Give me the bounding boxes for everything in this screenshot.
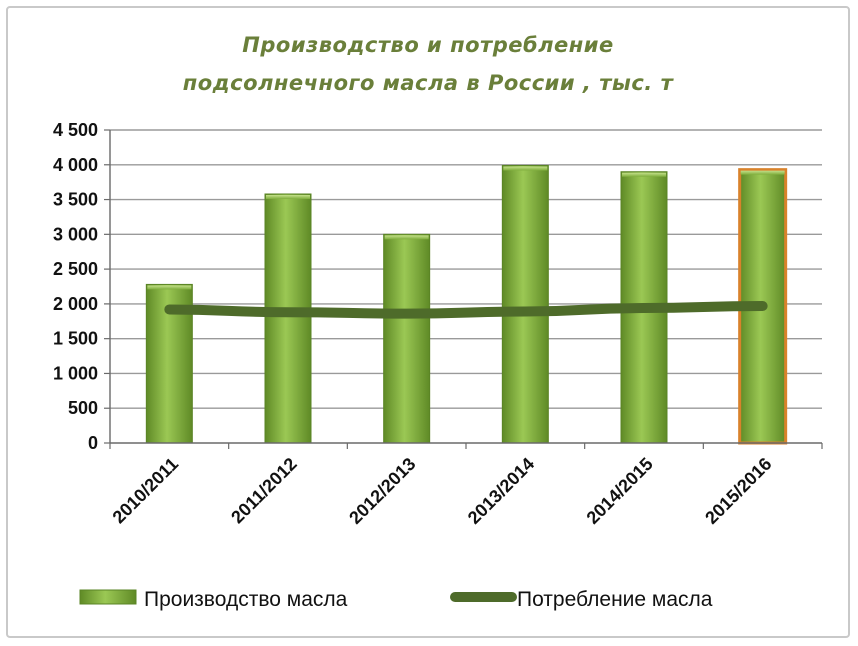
y-tick-label: 500: [68, 398, 98, 418]
bar-top-highlight: [622, 172, 666, 177]
y-tick-label: 1 000: [53, 363, 98, 383]
y-tick-label: 0: [88, 433, 98, 453]
x-tick-label: 2011/2012: [227, 454, 301, 528]
gridlines: [110, 129, 822, 409]
x-tick-label: 2014/2015: [583, 454, 657, 528]
y-tick-label: 2 500: [53, 259, 98, 279]
y-tick-label: 3 000: [53, 224, 98, 244]
legend-bar-swatch: [79, 589, 137, 605]
bar: [264, 193, 312, 444]
bar: [383, 233, 431, 444]
bar-series: [145, 164, 788, 445]
x-axis: [109, 442, 823, 449]
line-series: [164, 300, 768, 319]
x-tick-label: 2013/2014: [464, 454, 538, 528]
legend: Производство масла Потребление масла: [79, 588, 713, 611]
x-axis-ticks: 2010/2011 2011/2012 2012/2013 2013/2014 2014…: [109, 454, 776, 528]
consumption-line: [164, 300, 768, 319]
bar-top-highlight: [147, 285, 192, 290]
y-tick-label: 4 000: [53, 155, 98, 175]
y-tick-label: 2 000: [53, 294, 98, 314]
y-tick-label: 1 500: [53, 329, 98, 349]
legend-line-label: Потребление масла: [517, 588, 713, 611]
bar-top-highlight: [740, 170, 785, 175]
legend-bar-label: Производство масла: [144, 588, 348, 611]
x-tick-label: 2012/2013: [345, 454, 419, 528]
bar-top-highlight: [384, 235, 429, 240]
chart-title-line-1: Производство и потребление: [242, 33, 613, 57]
y-tick-label: 3 500: [53, 190, 98, 210]
bar-top-highlight: [266, 194, 310, 199]
chart-title-line-2: подсолнечного масла в России , тыс. т: [183, 71, 675, 95]
x-tick-label: 2015/2016: [701, 454, 775, 528]
bar: [501, 164, 549, 444]
x-tick-label: 2010/2011: [109, 454, 183, 528]
y-axis-ticks: 0 500 1 000 1 500 2 000 2 500 3 000 3 500 4 000 4…: [53, 120, 111, 453]
bar-top-highlight: [503, 166, 548, 171]
y-tick-label: 4 500: [53, 120, 98, 140]
